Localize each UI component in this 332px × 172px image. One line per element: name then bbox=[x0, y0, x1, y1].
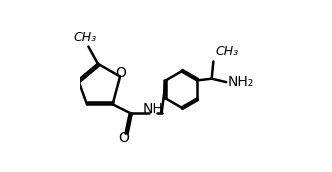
Text: O: O bbox=[119, 131, 129, 145]
Text: CH₃: CH₃ bbox=[215, 45, 238, 58]
Text: CH₃: CH₃ bbox=[73, 31, 96, 44]
Text: O: O bbox=[116, 66, 126, 80]
Text: NH₂: NH₂ bbox=[228, 75, 254, 89]
Text: NH: NH bbox=[143, 103, 163, 116]
